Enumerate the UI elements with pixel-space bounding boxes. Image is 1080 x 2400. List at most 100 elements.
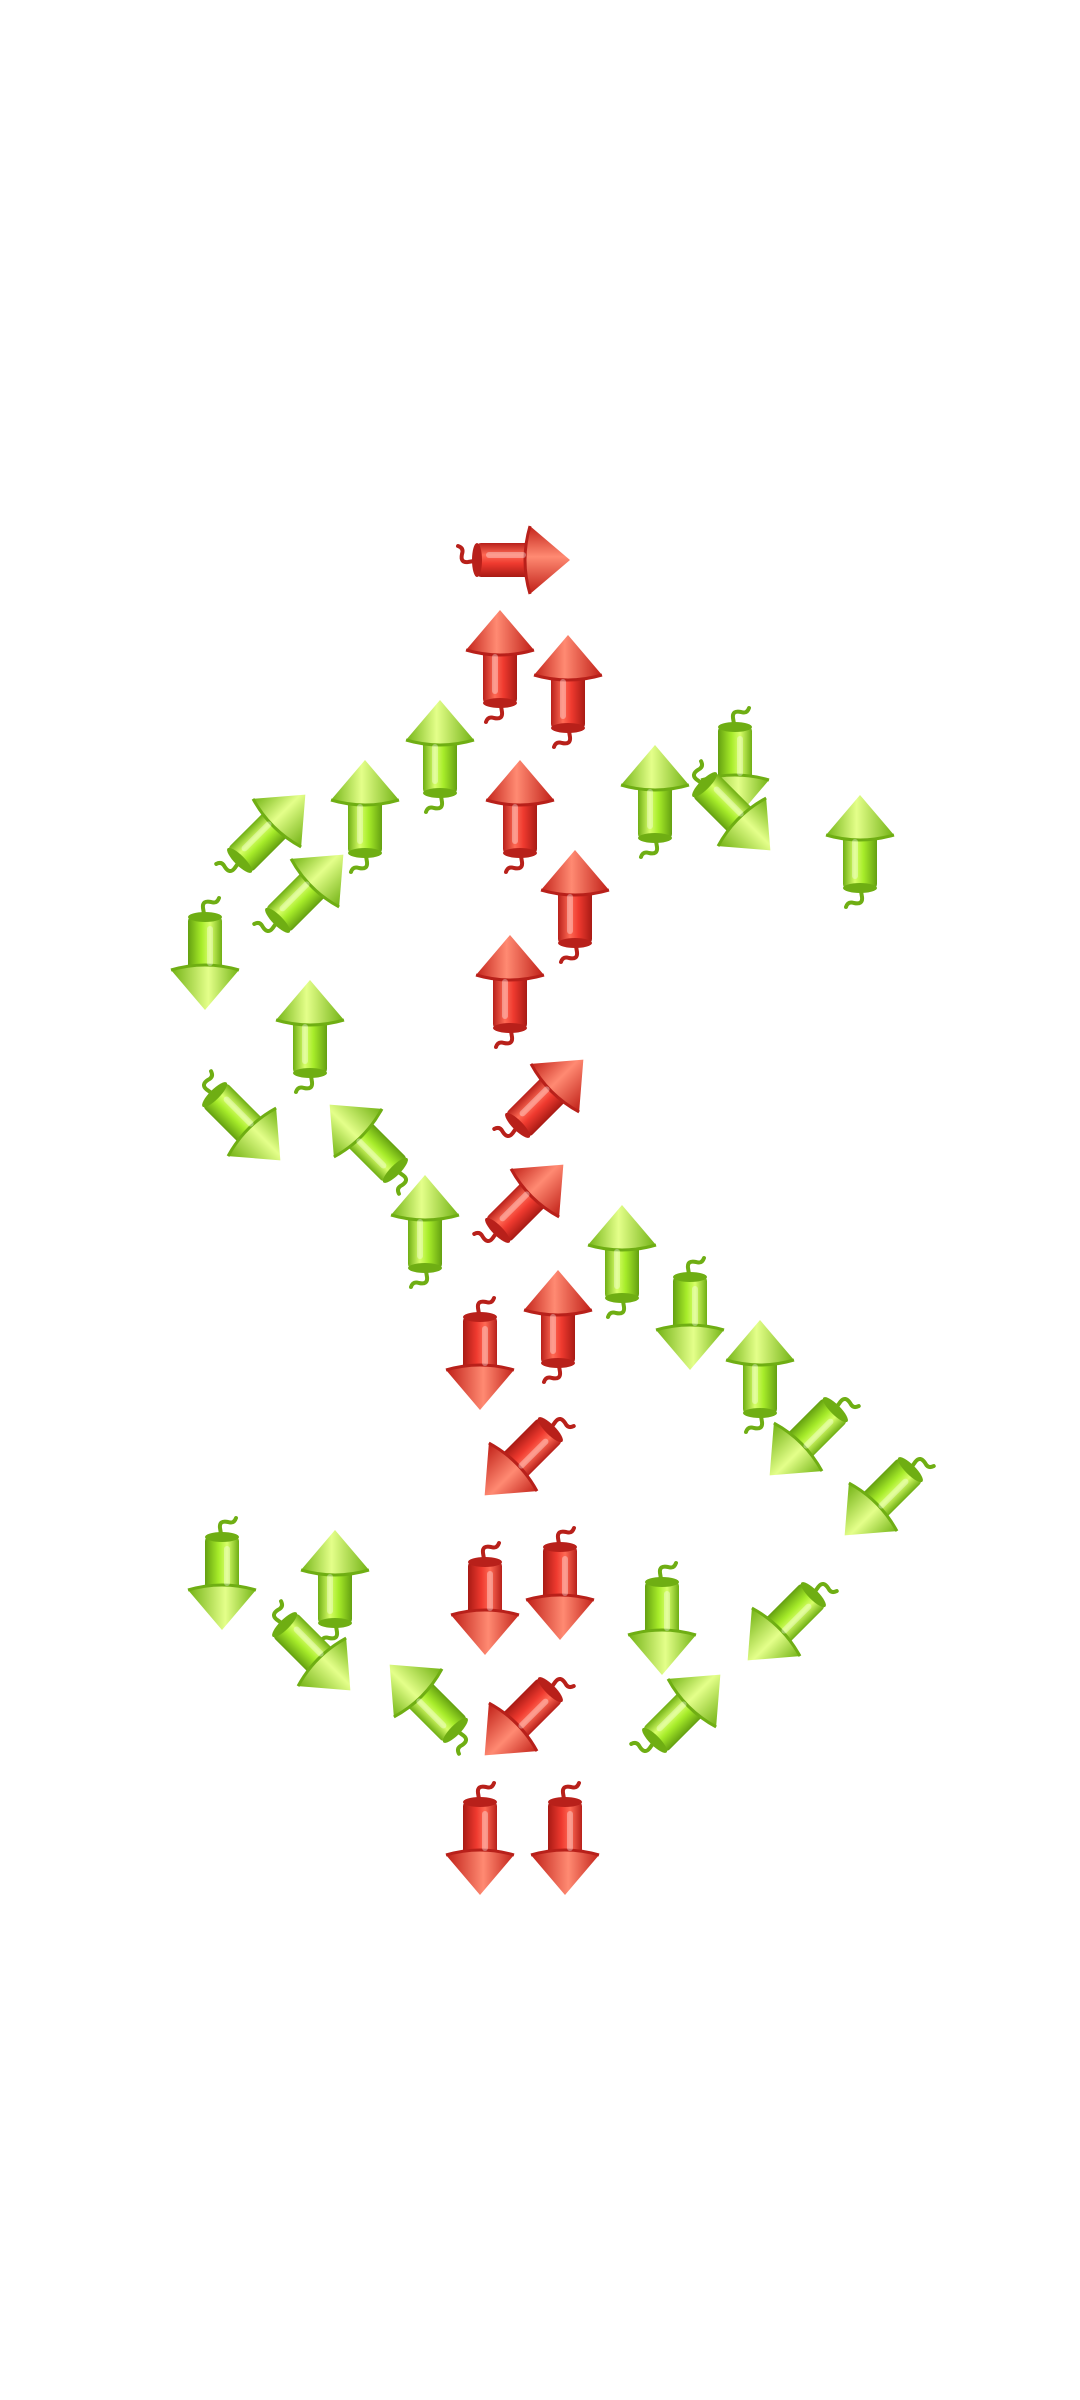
rocket-base [605,1293,639,1303]
green-rocket-arrow-up[interactable] [620,745,690,859]
green-rocket-arrow-up[interactable] [390,1175,460,1289]
rocket-head [656,1325,724,1370]
rocket-head-rim [226,1106,277,1157]
rocket-highlight [207,926,213,966]
green-rocket-arrow-down[interactable] [170,896,240,1010]
red-rocket-arrow-down[interactable] [445,1296,515,1410]
rocket-head [826,795,894,840]
red-rocket-arrow-down[interactable] [450,1541,520,1655]
rocket-head [486,760,554,805]
red-rocket-arrow-up-right[interactable] [480,1036,607,1163]
rocket-head-rim [509,1168,560,1219]
rocket-head [331,760,399,805]
rocket-head-rim [488,1441,539,1492]
green-rocket-arrow-down[interactable] [187,1516,257,1630]
red-rocket-arrow-down-left[interactable] [461,1652,588,1779]
green-rocket-arrow-up-right[interactable] [202,771,329,898]
rocket-highlight [224,1546,230,1586]
red-rocket-arrow-down[interactable] [445,1781,515,1895]
green-rocket-arrow-up[interactable] [587,1205,657,1319]
green-rocket-arrow-up[interactable] [275,980,345,1094]
rocket-highlight [803,1418,834,1449]
rocket-fuse [685,1256,706,1282]
rocket-head [526,1595,594,1640]
rocket-head-rim [751,1606,802,1657]
rocket-base [822,1397,848,1423]
green-rocket-arrow-down-right[interactable] [667,747,794,874]
rocket-highlight [567,894,573,934]
red-rocket-arrow-up[interactable] [533,635,603,749]
green-rocket-arrow-up-left[interactable] [306,1081,433,1208]
green-rocket-arrow-down[interactable] [627,1561,697,1675]
red-rocket-arrow-down-left[interactable] [461,1392,588,1519]
rocket-body [463,1316,497,1372]
rocket-highlight [878,1478,909,1509]
rocket-head-rim [533,673,603,682]
rocket-head [301,1530,369,1575]
rocket-highlight [492,654,498,694]
red-rocket-arrow-up[interactable] [540,850,610,964]
rocket-head-rim [289,858,340,909]
rocket-body [463,1801,497,1857]
red-rocket-arrow-down[interactable] [530,1781,600,1895]
green-rocket-arrow-down-left[interactable] [821,1432,948,1559]
rocket-base [202,1082,228,1108]
green-rocket-arrow-up-right[interactable] [617,1651,744,1778]
red-rocket-arrow-up[interactable] [485,760,555,874]
rocket-base [843,883,877,893]
rocket-base [265,907,291,933]
rocket-body [188,916,222,972]
green-rocket-arrow-down-left[interactable] [724,1557,851,1684]
rocket-head-rim [523,1308,593,1317]
rocket-head-rim [716,796,767,847]
green-rocket-arrow-up[interactable] [330,760,400,874]
rocket-head-rim [475,973,545,982]
rocket-head-rim [275,1018,345,1027]
rocket-fuse [424,788,445,814]
rocket-head [726,1320,794,1365]
rocket-head [747,1608,800,1661]
rocket-fuse [391,1166,409,1196]
rocket-base [897,1457,923,1483]
rocket-highlight [781,1603,812,1634]
red-rocket-arrow-down[interactable] [525,1526,595,1640]
rocket-head-rim [170,963,240,972]
rocket-highlight [713,786,744,817]
rocket-fuse [552,723,573,749]
green-rocket-arrow-up-right[interactable] [240,831,367,958]
rocket-fuse [691,759,709,789]
red-rocket-arrow-up[interactable] [475,935,545,1049]
red-rocket-arrow-up[interactable] [523,1270,593,1384]
rocket-highlight [486,552,526,558]
rocket-fuse [555,1526,576,1552]
green-rocket-arrow-up-left[interactable] [366,1641,493,1768]
green-rocket-arrow-down-left[interactable] [746,1372,873,1499]
red-rocket-arrow-up[interactable] [465,610,535,724]
rocket-head-rim [587,1243,657,1252]
rocket-head-rim [251,798,302,849]
rocket-head [718,798,771,851]
rocket-highlight [482,1326,488,1366]
rocket-head [406,700,474,745]
green-rocket-arrow-up[interactable] [725,1320,795,1434]
rocket-base [468,1557,502,1567]
rocket-head-rim [405,738,475,747]
rocket-fuse [480,1541,501,1567]
rocket-highlight [279,881,310,912]
rocket-highlight [487,1571,493,1611]
rocket-body [548,1801,582,1857]
red-rocket-arrow-right[interactable] [456,525,570,595]
green-rocket-arrow-up[interactable] [825,795,895,909]
rocket-base [463,1797,497,1807]
rocket-head [171,965,239,1010]
green-rocket-arrow-down-right[interactable] [247,1587,374,1714]
red-rocket-arrow-up-right[interactable] [460,1141,587,1268]
rocket-head-rim [523,525,532,595]
green-rocket-arrow-down-right[interactable] [177,1057,304,1184]
rocket-highlight [567,1811,573,1851]
rocket-highlight [737,736,743,776]
green-rocket-arrow-up[interactable] [300,1530,370,1644]
green-rocket-arrow-down[interactable] [655,1256,725,1370]
rocket-base [227,847,253,873]
green-rocket-arrow-up[interactable] [405,700,475,814]
